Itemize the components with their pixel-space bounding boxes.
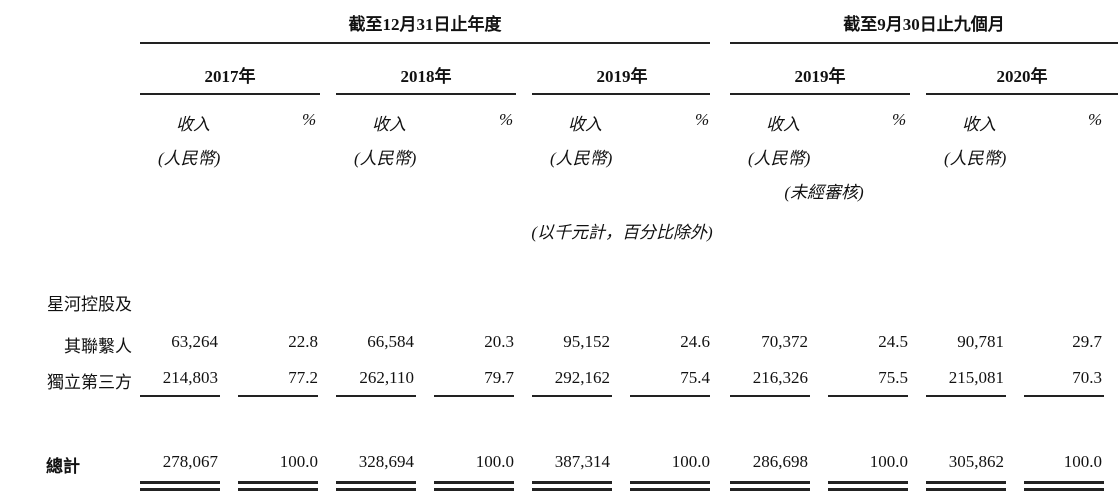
currency-label-2018: (人民幣) bbox=[354, 149, 417, 168]
year-header-2017: 2017年 bbox=[204, 67, 256, 86]
total-double-rule-c8-a bbox=[828, 481, 908, 484]
cell-r1-2017-percent: 22.8 bbox=[288, 332, 318, 351]
total-double-rule-c6-a bbox=[630, 481, 710, 484]
total-label: 總計 bbox=[46, 457, 80, 476]
percent-label-2017: % bbox=[302, 110, 317, 129]
total-double-rule-c6-b bbox=[630, 488, 710, 491]
cell-r2-2019-revenue: 292,162 bbox=[554, 368, 610, 387]
subtotal-rule-c10 bbox=[1024, 395, 1104, 397]
cell-total-2020-revenue: 305,862 bbox=[948, 452, 1004, 471]
cell-total-2017-revenue: 278,067 bbox=[162, 452, 218, 471]
cell-r2-2019n-percent: 75.5 bbox=[878, 368, 908, 387]
revenue-label-2019: 收入 bbox=[568, 115, 602, 134]
group-header-full-year: 截至12月31日止年度 bbox=[348, 15, 502, 34]
cell-r2-2019-percent: 75.4 bbox=[680, 368, 710, 387]
group-rule-full-year bbox=[140, 42, 710, 44]
unaudited-note: (未經審核) bbox=[784, 183, 864, 202]
cell-total-2017-percent: 100.0 bbox=[279, 452, 318, 471]
total-double-rule-c9-b bbox=[926, 488, 1006, 491]
cell-total-2018-percent: 100.0 bbox=[475, 452, 514, 471]
cell-r2-2017-revenue: 214,803 bbox=[162, 368, 218, 387]
revenue-label-2018: 收入 bbox=[372, 115, 406, 134]
total-double-rule-c1-b bbox=[140, 488, 220, 491]
year-rule-2019 bbox=[532, 93, 710, 95]
currency-label-2020: (人民幣) bbox=[944, 149, 1007, 168]
total-double-rule-c7-b bbox=[730, 488, 810, 491]
cell-total-2019-revenue: 387,314 bbox=[554, 452, 610, 471]
group-header-nine-months: 截至9月30日止九個月 bbox=[843, 15, 1005, 34]
cell-r1-2020-percent: 29.7 bbox=[1072, 332, 1102, 351]
cell-r2-2018-percent: 79.7 bbox=[484, 368, 514, 387]
row-label-xinghe-line2: 其聯繫人 bbox=[64, 337, 132, 356]
cell-r2-2018-revenue: 262,110 bbox=[359, 368, 414, 387]
cell-total-2019n-revenue: 286,698 bbox=[752, 452, 808, 471]
currency-label-2019: (人民幣) bbox=[550, 149, 613, 168]
unit-note: (以千元計，百分比除外) bbox=[531, 223, 713, 242]
subtotal-rule-c2 bbox=[238, 395, 318, 397]
year-header-2019: 2019年 bbox=[596, 67, 648, 86]
year-header-2020: 2020年 bbox=[996, 67, 1048, 86]
subtotal-rule-c8 bbox=[828, 395, 908, 397]
cell-r1-2019n-revenue: 70,372 bbox=[761, 332, 808, 351]
cell-total-2019n-percent: 100.0 bbox=[869, 452, 908, 471]
subtotal-rule-c3 bbox=[336, 395, 416, 397]
cell-r1-2017-revenue: 63,264 bbox=[171, 332, 218, 351]
subtotal-rule-c4 bbox=[434, 395, 514, 397]
subtotal-rule-c9 bbox=[926, 395, 1006, 397]
total-double-rule-c4-a bbox=[434, 481, 514, 484]
revenue-label-2019-nine-months: 收入 bbox=[766, 115, 800, 134]
cell-r1-2018-revenue: 66,584 bbox=[367, 332, 414, 351]
subtotal-rule-c1 bbox=[140, 395, 220, 397]
cell-total-2018-revenue: 328,694 bbox=[358, 452, 414, 471]
percent-label-2018: % bbox=[499, 110, 514, 129]
total-double-rule-c8-b bbox=[828, 488, 908, 491]
subtotal-rule-c6 bbox=[630, 395, 710, 397]
cell-r1-2020-revenue: 90,781 bbox=[957, 332, 1004, 351]
cell-r2-2020-revenue: 215,081 bbox=[948, 368, 1004, 387]
cell-r2-2017-percent: 77.2 bbox=[288, 368, 318, 387]
revenue-label-2017: 收入 bbox=[176, 115, 210, 134]
year-header-2018: 2018年 bbox=[400, 67, 452, 86]
total-double-rule-c5-a bbox=[532, 481, 612, 484]
total-double-rule-c5-b bbox=[532, 488, 612, 491]
cell-r1-2019-revenue: 95,152 bbox=[563, 332, 610, 351]
total-double-rule-c4-b bbox=[434, 488, 514, 491]
total-double-rule-c10-b bbox=[1024, 488, 1104, 491]
subtotal-rule-c7 bbox=[730, 395, 810, 397]
total-double-rule-c1-a bbox=[140, 481, 220, 484]
total-double-rule-c7-a bbox=[730, 481, 810, 484]
cell-total-2019-percent: 100.0 bbox=[671, 452, 710, 471]
total-double-rule-c3-b bbox=[336, 488, 416, 491]
currency-label-2017: (人民幣) bbox=[158, 149, 221, 168]
year-rule-2018 bbox=[336, 93, 516, 95]
total-double-rule-c3-a bbox=[336, 481, 416, 484]
cell-r2-2019n-revenue: 216,326 bbox=[752, 368, 808, 387]
year-rule-2020 bbox=[926, 93, 1118, 95]
subtotal-rule-c5 bbox=[532, 395, 612, 397]
cell-total-2020-percent: 100.0 bbox=[1063, 452, 1102, 471]
percent-label-2019: % bbox=[695, 110, 710, 129]
cell-r2-2020-percent: 70.3 bbox=[1072, 368, 1102, 387]
row-label-independent: 獨立第三方 bbox=[47, 373, 132, 392]
year-rule-2019-nine-months bbox=[730, 93, 910, 95]
total-double-rule-c2-a bbox=[238, 481, 318, 484]
year-rule-2017 bbox=[140, 93, 320, 95]
total-double-rule-c10-a bbox=[1024, 481, 1104, 484]
cell-r1-2018-percent: 20.3 bbox=[484, 332, 514, 351]
total-double-rule-c9-a bbox=[926, 481, 1006, 484]
currency-label-2019-nine-months: (人民幣) bbox=[748, 149, 811, 168]
revenue-label-2020: 收入 bbox=[962, 115, 996, 134]
year-header-2019-nine-months: 2019年 bbox=[794, 67, 846, 86]
group-rule-nine-months bbox=[730, 42, 1118, 44]
row-label-xinghe-line1: 星河控股及 bbox=[47, 295, 132, 314]
percent-label-2019-nine-months: % bbox=[892, 110, 907, 129]
percent-label-2020: % bbox=[1088, 110, 1103, 129]
cell-r1-2019-percent: 24.6 bbox=[680, 332, 710, 351]
cell-r1-2019n-percent: 24.5 bbox=[878, 332, 908, 351]
total-double-rule-c2-b bbox=[238, 488, 318, 491]
